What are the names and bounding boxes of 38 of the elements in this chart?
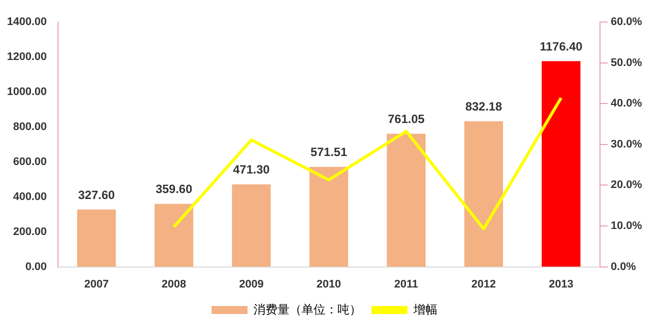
data-label: 571.51 [310, 145, 348, 160]
y-tick-label: 1400.00 [6, 16, 47, 28]
bar [77, 210, 116, 267]
x-tick-label: 2008 [162, 278, 186, 290]
legend-label: 增幅 [412, 302, 438, 316]
bar [232, 184, 271, 267]
data-label: 832.18 [465, 100, 502, 114]
y2-tick-label: 30.0% [610, 138, 642, 150]
bar [154, 204, 194, 267]
data-label: 359.60 [156, 182, 193, 196]
data-label: 471.30 [233, 162, 270, 177]
y2-tick-label: 50.0% [610, 56, 642, 69]
x-tick-label: 2010 [316, 278, 342, 290]
y-tick-label: 1200.00 [6, 51, 47, 64]
x-tick-label: 2007 [84, 278, 109, 290]
legend-label: 消费量（单位：吨） [254, 302, 362, 316]
x-tick-label: 2011 [394, 278, 418, 290]
y2-tick-label: 40.0% [610, 98, 642, 110]
x-tick-label: 2013 [548, 278, 574, 290]
y-tick-label: 800.00 [13, 120, 47, 133]
y2-tick-label: 60.0% [610, 16, 642, 28]
bar [386, 134, 426, 267]
y-tick-label: 0.00 [25, 260, 47, 273]
bar [464, 121, 504, 267]
data-label: 327.60 [78, 188, 116, 202]
y-tick-label: 400.00 [13, 190, 47, 203]
data-label: 1176.40 [540, 39, 583, 54]
bar [542, 61, 580, 267]
y2-tick-label: 20.0% [610, 179, 642, 192]
bar [309, 166, 348, 267]
y-tick-label: 1000.00 [6, 86, 47, 98]
x-tick-label: 2012 [471, 278, 496, 290]
y-tick-label: 200.00 [13, 226, 47, 238]
x-tick-label: 2009 [239, 278, 264, 290]
y2-tick-label: 0.0% [610, 260, 636, 273]
y-tick-label: 600.00 [13, 156, 47, 168]
y2-tick-label: 10.0% [610, 220, 642, 232]
data-label: 761.05 [388, 112, 425, 126]
